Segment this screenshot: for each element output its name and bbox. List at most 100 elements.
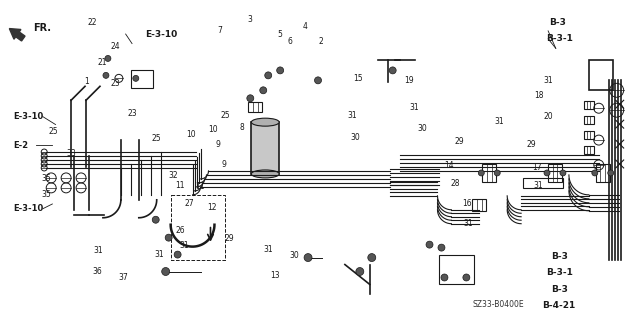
Text: 29: 29 bbox=[527, 140, 536, 149]
Circle shape bbox=[494, 170, 500, 176]
Text: B-3: B-3 bbox=[550, 285, 568, 294]
Text: 25: 25 bbox=[49, 127, 58, 136]
Text: 19: 19 bbox=[404, 76, 414, 85]
Text: E-3-10: E-3-10 bbox=[145, 30, 177, 39]
Text: FR.: FR. bbox=[33, 23, 51, 33]
Text: 6: 6 bbox=[287, 38, 292, 47]
Circle shape bbox=[560, 170, 566, 176]
Circle shape bbox=[463, 274, 470, 281]
Text: 9: 9 bbox=[222, 160, 227, 169]
Text: 4: 4 bbox=[303, 22, 308, 31]
Circle shape bbox=[426, 241, 433, 248]
Text: 15: 15 bbox=[353, 74, 363, 83]
Text: 30: 30 bbox=[417, 124, 427, 133]
Text: 28: 28 bbox=[451, 179, 460, 188]
Circle shape bbox=[544, 170, 550, 176]
Text: 36: 36 bbox=[92, 267, 102, 276]
Bar bbox=[584, 131, 594, 139]
Text: 33: 33 bbox=[67, 149, 76, 158]
Circle shape bbox=[304, 254, 312, 262]
Text: B-3-1: B-3-1 bbox=[546, 34, 573, 43]
Circle shape bbox=[314, 77, 321, 84]
Text: 26: 26 bbox=[175, 226, 184, 234]
Text: 37: 37 bbox=[119, 273, 129, 282]
Bar bbox=[548, 164, 562, 182]
Text: B-3-1: B-3-1 bbox=[546, 268, 573, 277]
Bar bbox=[131, 70, 153, 88]
Text: 31: 31 bbox=[534, 181, 543, 190]
Text: 31: 31 bbox=[263, 245, 273, 254]
FancyArrow shape bbox=[10, 29, 25, 41]
Bar bbox=[248, 102, 262, 112]
Bar bbox=[596, 164, 610, 182]
Text: 8: 8 bbox=[240, 123, 244, 132]
Text: 32: 32 bbox=[168, 171, 179, 180]
Circle shape bbox=[592, 170, 598, 176]
Circle shape bbox=[247, 95, 254, 102]
Text: 31: 31 bbox=[543, 76, 553, 85]
Text: 1: 1 bbox=[84, 77, 88, 86]
Circle shape bbox=[608, 170, 614, 176]
Text: 21: 21 bbox=[97, 58, 107, 67]
Ellipse shape bbox=[252, 170, 279, 178]
Text: SZ33-B0400E: SZ33-B0400E bbox=[473, 300, 525, 309]
Text: 17: 17 bbox=[532, 163, 541, 172]
Ellipse shape bbox=[252, 118, 279, 126]
Text: 25: 25 bbox=[221, 111, 230, 120]
Text: 20: 20 bbox=[543, 112, 553, 121]
Text: 2: 2 bbox=[319, 38, 324, 47]
Text: 31: 31 bbox=[463, 219, 473, 227]
Text: 23: 23 bbox=[110, 79, 120, 88]
Text: 27: 27 bbox=[184, 199, 194, 208]
Text: 9: 9 bbox=[216, 140, 221, 149]
Text: 5: 5 bbox=[277, 30, 282, 39]
Circle shape bbox=[260, 87, 267, 94]
Text: E-2: E-2 bbox=[13, 141, 28, 150]
Circle shape bbox=[265, 72, 272, 79]
Text: 10: 10 bbox=[186, 130, 196, 138]
Circle shape bbox=[152, 216, 159, 223]
Circle shape bbox=[389, 67, 396, 74]
Bar bbox=[483, 164, 496, 182]
Circle shape bbox=[133, 75, 139, 81]
Text: 23: 23 bbox=[127, 109, 137, 118]
Text: 14: 14 bbox=[445, 161, 454, 170]
Bar bbox=[584, 116, 594, 124]
Text: 31: 31 bbox=[93, 246, 103, 255]
Circle shape bbox=[162, 268, 170, 276]
Bar bbox=[584, 146, 594, 154]
Circle shape bbox=[441, 274, 448, 281]
Text: 22: 22 bbox=[88, 19, 97, 27]
Text: B-4-21: B-4-21 bbox=[541, 301, 575, 310]
Text: 35: 35 bbox=[41, 174, 51, 183]
Bar bbox=[584, 101, 594, 109]
Circle shape bbox=[368, 254, 376, 262]
Text: 31: 31 bbox=[155, 250, 164, 259]
Bar bbox=[440, 255, 474, 285]
Text: 25: 25 bbox=[152, 134, 161, 143]
Text: 29: 29 bbox=[225, 234, 234, 243]
Text: 31: 31 bbox=[179, 241, 189, 250]
Text: E-3-10: E-3-10 bbox=[13, 204, 43, 213]
Circle shape bbox=[276, 67, 284, 74]
Bar bbox=[523, 178, 563, 188]
Text: E-3-10: E-3-10 bbox=[13, 112, 43, 121]
Circle shape bbox=[105, 56, 111, 62]
Circle shape bbox=[165, 234, 172, 241]
Circle shape bbox=[438, 244, 445, 251]
Text: 3: 3 bbox=[248, 15, 252, 24]
Text: 31: 31 bbox=[347, 111, 356, 120]
Bar bbox=[171, 195, 225, 260]
Text: 30: 30 bbox=[290, 251, 300, 260]
Circle shape bbox=[478, 170, 484, 176]
Bar bbox=[472, 199, 486, 211]
Text: 31: 31 bbox=[495, 117, 504, 126]
Text: 11: 11 bbox=[175, 181, 184, 190]
Text: 29: 29 bbox=[454, 137, 464, 145]
Text: B-3: B-3 bbox=[549, 19, 566, 27]
Text: 24: 24 bbox=[110, 42, 120, 51]
Text: 16: 16 bbox=[461, 199, 472, 208]
Text: 7: 7 bbox=[217, 26, 221, 35]
Text: 30: 30 bbox=[350, 133, 360, 142]
Circle shape bbox=[103, 72, 109, 78]
